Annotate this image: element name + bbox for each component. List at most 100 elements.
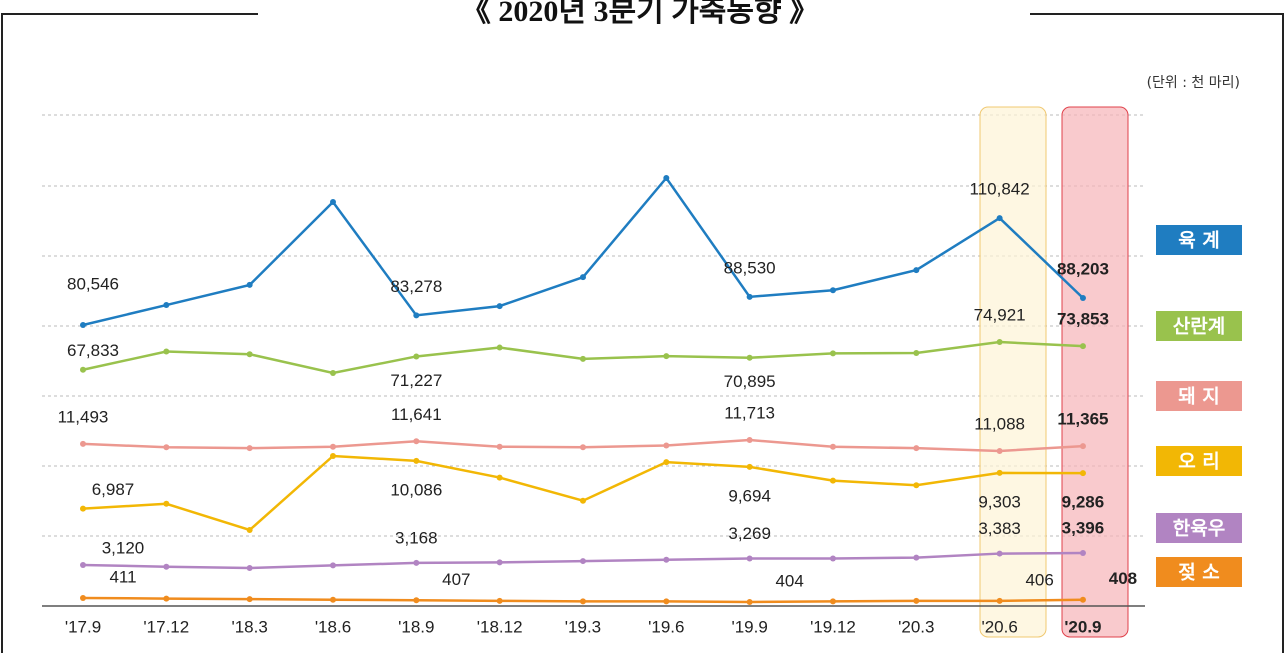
point bbox=[496, 303, 503, 310]
legend-swatch bbox=[1156, 513, 1242, 543]
value-label: 407 bbox=[442, 570, 470, 589]
legend-swatch bbox=[1156, 446, 1242, 476]
point bbox=[663, 598, 670, 605]
highlight-206 bbox=[979, 106, 1047, 638]
legend-swatch bbox=[1156, 225, 1242, 255]
point bbox=[746, 599, 753, 605]
x-tick-label: '20.3 bbox=[898, 617, 934, 636]
value-label: 67,833 bbox=[67, 341, 119, 360]
value-label: 3,396 bbox=[1062, 518, 1105, 537]
point bbox=[246, 281, 253, 288]
point bbox=[579, 598, 586, 605]
chart-title: 《 2020년 3분기 가축동향 》 bbox=[461, 0, 819, 28]
value-label: 11,365 bbox=[1057, 410, 1108, 429]
point bbox=[1079, 596, 1086, 603]
point bbox=[746, 437, 753, 443]
value-label: 11,088 bbox=[974, 414, 1025, 433]
value-label: 88,530 bbox=[724, 258, 776, 277]
point bbox=[913, 350, 920, 357]
point bbox=[496, 344, 503, 351]
point bbox=[996, 550, 1003, 557]
x-tick-label: '19.9 bbox=[731, 617, 767, 636]
point bbox=[663, 556, 670, 563]
point bbox=[913, 482, 920, 489]
point bbox=[579, 274, 586, 281]
x-tick-label: '18.9 bbox=[398, 617, 434, 636]
point bbox=[246, 527, 253, 533]
point bbox=[329, 443, 336, 450]
point bbox=[413, 457, 420, 464]
value-label: 411 bbox=[109, 567, 136, 586]
x-tick-label: '17.12 bbox=[143, 617, 189, 636]
grid bbox=[42, 114, 1145, 537]
point bbox=[913, 445, 920, 452]
point bbox=[80, 322, 86, 328]
point bbox=[80, 561, 86, 568]
point bbox=[913, 554, 920, 561]
point bbox=[1079, 470, 1086, 477]
x-tick-label: '20.6 bbox=[981, 617, 1017, 636]
x-tick-label: '18.3 bbox=[231, 617, 267, 636]
x-tick-label: '18.12 bbox=[477, 617, 523, 636]
series-line bbox=[82, 454, 1083, 532]
legend-label: 산란계 bbox=[1173, 316, 1225, 338]
value-label: 9,694 bbox=[728, 486, 771, 505]
legend-label: 오 리 bbox=[1178, 451, 1220, 473]
point bbox=[1079, 294, 1086, 301]
point bbox=[413, 312, 420, 319]
point bbox=[246, 565, 253, 571]
value-label: 406 bbox=[1025, 570, 1053, 589]
point bbox=[663, 175, 670, 181]
highlight-209 bbox=[1061, 106, 1129, 638]
point bbox=[663, 353, 670, 360]
point bbox=[80, 595, 86, 601]
point bbox=[413, 438, 420, 445]
value-label: 11,713 bbox=[724, 403, 775, 422]
legend-swatch bbox=[1156, 381, 1242, 411]
legend-swatch bbox=[1156, 311, 1242, 341]
point bbox=[913, 267, 920, 274]
point bbox=[496, 443, 503, 450]
value-label: 11,641 bbox=[391, 405, 442, 424]
point bbox=[329, 562, 336, 569]
point bbox=[579, 497, 586, 504]
point bbox=[1079, 443, 1086, 450]
point bbox=[829, 287, 836, 294]
point bbox=[1079, 343, 1086, 350]
x-tick-label: '18.6 bbox=[315, 617, 351, 636]
value-label: 80,546 bbox=[67, 274, 119, 293]
value-label: 110,842 bbox=[970, 180, 1030, 199]
value-label: 3,269 bbox=[728, 524, 771, 543]
point bbox=[496, 474, 503, 481]
value-label: 3,383 bbox=[978, 519, 1021, 538]
point bbox=[246, 351, 253, 358]
point bbox=[163, 595, 170, 602]
point bbox=[246, 596, 253, 603]
point bbox=[829, 598, 836, 605]
point bbox=[329, 596, 336, 603]
point bbox=[413, 353, 420, 360]
point bbox=[913, 597, 920, 604]
value-label: 11,493 bbox=[58, 407, 109, 426]
value-label: 74,921 bbox=[974, 305, 1026, 324]
value-label: 404 bbox=[775, 571, 803, 590]
frame bbox=[1, 13, 1284, 653]
series-line bbox=[82, 175, 1084, 327]
x-tick-label: '17.9 bbox=[65, 617, 101, 636]
point bbox=[329, 198, 336, 205]
value-label: 73,853 bbox=[1057, 310, 1109, 329]
point bbox=[579, 558, 586, 565]
value-label: 3,168 bbox=[395, 528, 438, 547]
value-label: 3,120 bbox=[102, 538, 145, 557]
point bbox=[163, 348, 170, 355]
point bbox=[413, 597, 420, 604]
point bbox=[996, 215, 1003, 222]
legend-label: 한육우 bbox=[1173, 518, 1225, 540]
point bbox=[163, 444, 170, 451]
point bbox=[579, 444, 586, 451]
value-label: 6,987 bbox=[92, 480, 135, 499]
legend-swatch bbox=[1156, 557, 1242, 587]
point bbox=[80, 440, 86, 447]
x-tick-label: '19.6 bbox=[648, 617, 684, 636]
